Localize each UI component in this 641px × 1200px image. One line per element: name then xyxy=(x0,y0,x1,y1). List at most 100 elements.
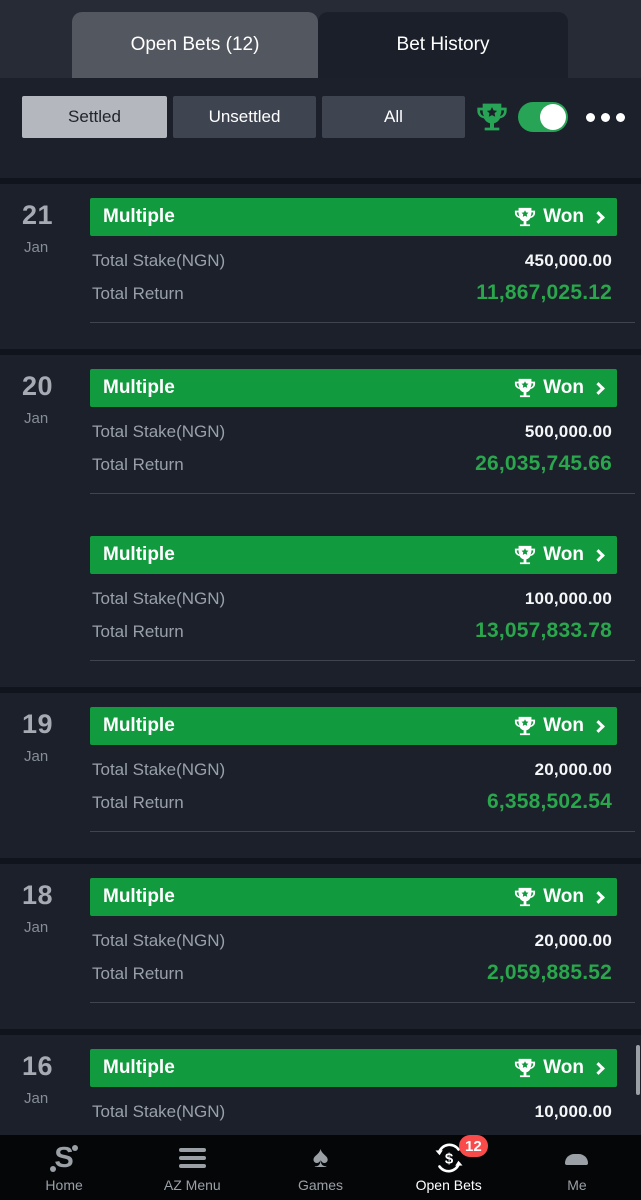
bet-type-label: Multiple xyxy=(103,886,175,907)
return-row: Total Return 6,358,502.54 xyxy=(92,790,612,814)
gift-trophy-icon xyxy=(477,103,507,131)
return-value: 11,867,025.12 xyxy=(476,281,612,304)
return-value: 2,059,885.52 xyxy=(486,961,612,984)
nav-open-bets[interactable]: $ 12 Open Bets xyxy=(385,1135,513,1200)
stake-label: Total Stake(NGN) xyxy=(92,931,226,950)
stake-row: Total Stake(NGN) 10,000.00 xyxy=(92,1102,612,1122)
nav-az-menu[interactable]: AZ Menu xyxy=(128,1135,256,1200)
stake-row: Total Stake(NGN) 100,000.00 xyxy=(92,589,612,609)
return-row: Total Return 26,035,745.66 xyxy=(92,452,612,476)
return-label: Total Return xyxy=(92,455,184,474)
date-label: 21 Jan xyxy=(22,200,84,256)
chevron-right-icon xyxy=(592,381,605,395)
stake-row: Total Stake(NGN) 500,000.00 xyxy=(92,422,612,442)
status-badge: Won xyxy=(543,715,584,736)
nav-games[interactable]: ♠ Games xyxy=(256,1135,384,1200)
return-value: 6,358,502.54 xyxy=(486,790,612,813)
bet-card: Multiple Won Total Stake(NGN) 500,000.00… xyxy=(0,369,641,494)
bet-card: Multiple Won Total Stake(NGN) 20,000.00 … xyxy=(0,878,641,1003)
nav-label: Games xyxy=(297,1177,344,1193)
bet-banner[interactable]: Multiple Won xyxy=(90,536,617,574)
date-day: 16 xyxy=(22,1051,54,1081)
return-row: Total Return 11,867,025.12 xyxy=(92,281,612,305)
more-options-icon[interactable] xyxy=(580,112,625,122)
chevron-right-icon xyxy=(592,548,605,562)
bet-banner[interactable]: Multiple Won xyxy=(90,198,617,236)
status-badge: Won xyxy=(543,544,584,565)
date-month: Jan xyxy=(24,919,49,936)
bet-banner[interactable]: Multiple Won xyxy=(90,878,617,916)
date-label: 20 Jan xyxy=(22,371,84,427)
stake-value: 450,000.00 xyxy=(524,251,612,270)
svg-text:$: $ xyxy=(445,1151,454,1168)
open-bets-icon: $ xyxy=(435,1143,463,1173)
stake-value: 500,000.00 xyxy=(524,422,612,441)
bet-group-16-jan: 16 Jan Multiple Won Total Stake(NGN) 10,… xyxy=(0,1035,641,1148)
date-day: 21 xyxy=(22,200,54,230)
won-trophy-icon xyxy=(515,1058,536,1078)
stake-value: 20,000.00 xyxy=(534,931,612,950)
card-divider xyxy=(90,493,635,494)
filter-bar: Settled Unsettled All xyxy=(0,78,641,178)
tab-open-bets[interactable]: Open Bets (12) xyxy=(72,12,318,78)
bet-banner[interactable]: Multiple Won xyxy=(90,707,617,745)
date-month: Jan xyxy=(24,410,49,427)
filter-settled[interactable]: Settled xyxy=(22,96,167,138)
gift-toggle[interactable] xyxy=(518,102,568,132)
bet-banner[interactable]: Multiple Won xyxy=(90,369,617,407)
stake-value: 10,000.00 xyxy=(534,1102,612,1121)
bet-card: Multiple Won Total Stake(NGN) 10,000.00 xyxy=(0,1049,641,1122)
card-divider xyxy=(90,322,635,323)
card-divider xyxy=(90,660,635,661)
bet-banner[interactable]: Multiple Won xyxy=(90,1049,617,1087)
date-month: Jan xyxy=(24,748,49,765)
stake-value: 20,000.00 xyxy=(534,760,612,779)
nav-label: Home xyxy=(45,1177,83,1193)
menu-icon xyxy=(178,1144,206,1172)
stake-value: 100,000.00 xyxy=(524,589,612,608)
filter-all[interactable]: All xyxy=(322,96,465,138)
return-value: 13,057,833.78 xyxy=(475,619,612,642)
stake-label: Total Stake(NGN) xyxy=(92,760,226,779)
status-badge: Won xyxy=(543,886,584,907)
open-bets-badge: 12 xyxy=(459,1135,488,1157)
person-icon xyxy=(565,1152,589,1165)
won-trophy-icon xyxy=(515,545,536,565)
card-divider xyxy=(90,1002,635,1003)
stake-label: Total Stake(NGN) xyxy=(92,422,226,441)
bet-group-20-jan: 20 Jan Multiple Won Total Stake(NGN) 500… xyxy=(0,355,641,687)
list-top-divider xyxy=(0,178,641,184)
status-badge: Won xyxy=(543,377,584,398)
return-value: 26,035,745.66 xyxy=(475,452,612,475)
nav-home[interactable]: S Home xyxy=(0,1135,128,1200)
filter-unsettled[interactable]: Unsettled xyxy=(173,96,316,138)
date-day: 20 xyxy=(22,371,54,401)
status-badge: Won xyxy=(543,206,584,227)
group-divider xyxy=(0,858,641,864)
group-divider xyxy=(0,349,641,355)
status-badge: Won xyxy=(543,1057,584,1078)
bet-group-21-jan: 21 Jan Multiple Won Total Stake(NGN) 450… xyxy=(0,184,641,349)
date-day: 19 xyxy=(22,709,54,739)
return-label: Total Return xyxy=(92,964,184,983)
stake-row: Total Stake(NGN) 20,000.00 xyxy=(92,760,612,780)
spade-icon: ♠ xyxy=(312,1141,329,1174)
won-trophy-icon xyxy=(515,378,536,398)
tab-bet-history[interactable]: Bet History xyxy=(318,12,568,78)
won-trophy-icon xyxy=(515,887,536,907)
bet-group-18-jan: 18 Jan Multiple Won Total Stake(NGN) 20,… xyxy=(0,864,641,1029)
bet-card: Multiple Won Total Stake(NGN) 20,000.00 … xyxy=(0,707,641,832)
nav-me[interactable]: Me xyxy=(513,1135,641,1200)
date-label: 19 Jan xyxy=(22,709,84,765)
bet-card: Multiple Won Total Stake(NGN) 100,000.00… xyxy=(0,536,641,661)
toggle-knob xyxy=(540,104,566,130)
date-label: 18 Jan xyxy=(22,880,84,936)
date-month: Jan xyxy=(24,1090,49,1107)
scrollbar-thumb[interactable] xyxy=(636,1045,640,1095)
bet-type-label: Multiple xyxy=(103,1057,175,1078)
date-month: Jan xyxy=(24,239,49,256)
nav-label: Me xyxy=(567,1177,587,1193)
chevron-right-icon xyxy=(592,719,605,733)
bet-type-label: Multiple xyxy=(103,206,175,227)
chevron-right-icon xyxy=(592,1061,605,1075)
